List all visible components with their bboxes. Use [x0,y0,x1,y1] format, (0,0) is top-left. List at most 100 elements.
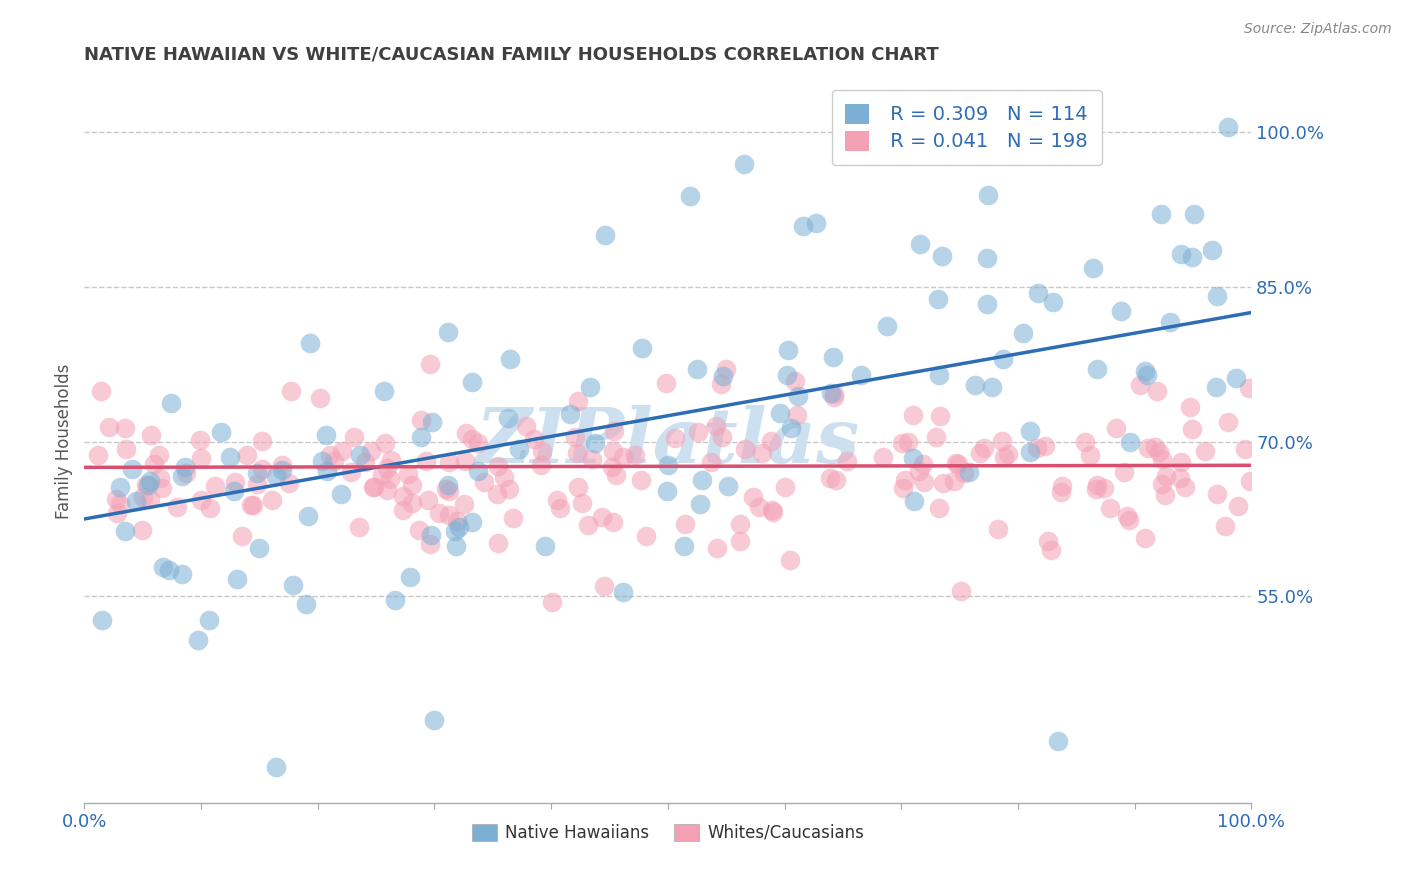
Point [546,492,568,507]
Point [224,475,246,489]
Point [297,509,319,524]
Point [823,390,845,404]
Point [711,430,734,444]
Point [104,492,127,507]
Point [1074,434,1097,449]
Point [751,446,773,460]
Point [903,493,925,508]
Point [953,467,976,481]
Point [159,563,181,577]
Point [444,524,467,539]
Point [1226,500,1249,514]
Point [188,433,211,447]
Point [141,427,163,442]
Point [1168,471,1191,485]
Point [1083,261,1105,276]
Point [322,454,344,468]
Point [115,442,138,456]
Point [298,336,321,351]
Point [295,597,318,611]
Point [901,408,924,422]
Point [1119,435,1142,450]
Point [515,418,537,433]
Point [454,426,477,441]
Point [893,481,915,495]
Point [204,479,226,493]
Point [825,473,848,487]
Point [1205,380,1227,394]
Point [1033,439,1056,453]
Point [901,450,924,465]
Point [1213,519,1236,533]
Point [973,442,995,456]
Point [976,251,998,265]
Point [401,478,423,492]
Point [311,453,333,467]
Point [370,467,392,482]
Point [309,392,332,406]
Point [785,374,807,388]
Point [148,448,170,462]
Point [1099,501,1122,516]
Text: Source: ZipAtlas.com: Source: ZipAtlas.com [1244,22,1392,37]
Point [734,442,756,456]
Point [993,450,1015,464]
Point [136,478,159,492]
Point [87,448,110,462]
Point [673,516,696,531]
Point [1170,246,1192,260]
Point [1225,371,1247,385]
Point [419,528,441,542]
Point [908,464,931,478]
Y-axis label: Family Households: Family Households [55,364,73,519]
Point [375,461,398,475]
Point [969,446,991,460]
Point [679,188,702,202]
Point [1019,425,1042,439]
Point [690,473,713,487]
Point [340,465,363,479]
Point [560,407,582,421]
Point [565,446,588,460]
Point [187,632,209,647]
Point [135,478,157,492]
Point [924,430,946,444]
Point [1050,479,1073,493]
Point [266,469,288,483]
Point [700,455,723,469]
Point [467,436,489,450]
Point [449,520,471,534]
Point [90,384,112,399]
Point [605,468,627,483]
Point [131,523,153,537]
Point [422,713,444,727]
Point [1105,421,1128,435]
Point [392,489,415,503]
Point [943,474,966,488]
Point [1018,445,1040,459]
Point [1092,481,1115,495]
Point [711,368,734,383]
Point [152,559,174,574]
Point [1036,533,1059,548]
Point [419,536,441,550]
Point [742,490,765,504]
Point [260,492,283,507]
Point [792,219,814,234]
Point [776,343,799,357]
Point [121,462,143,476]
Point [762,505,785,519]
Point [1011,326,1033,340]
Point [523,432,546,446]
Point [949,584,972,599]
Point [114,524,136,539]
Point [769,406,792,420]
Point [330,487,353,501]
Point [583,435,606,450]
Point [600,459,623,474]
Point [409,430,432,444]
Point [499,352,522,367]
Point [602,444,624,458]
Point [1239,381,1261,395]
Point [461,515,484,529]
